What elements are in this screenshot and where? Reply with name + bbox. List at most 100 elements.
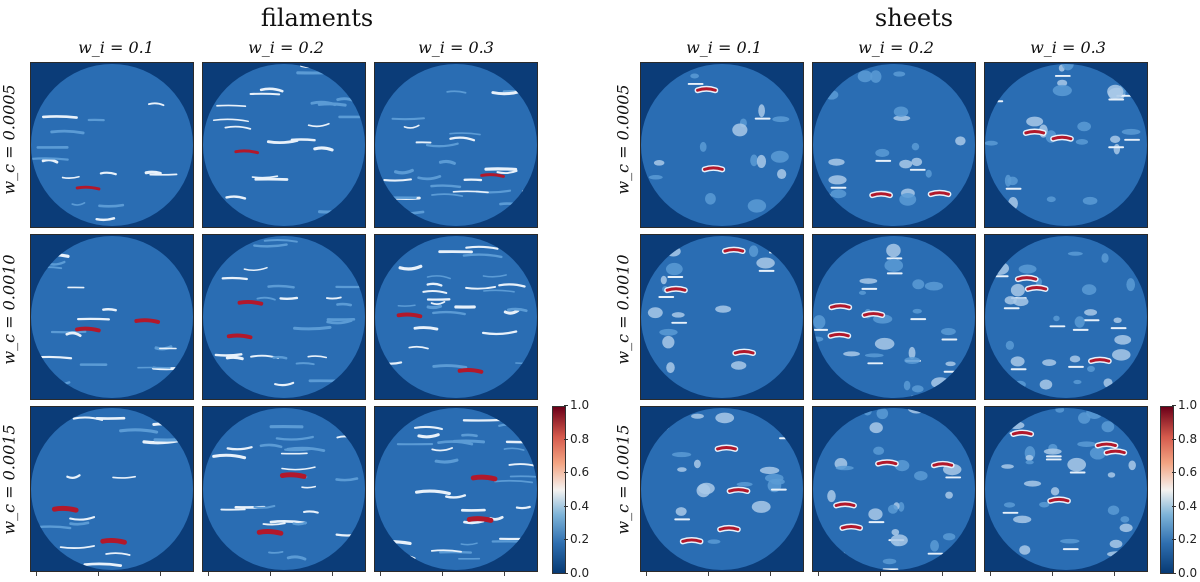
sheet-patch: [828, 175, 847, 185]
filament: [426, 304, 443, 310]
sheet-patch: [777, 168, 787, 180]
sheet-patch: [911, 385, 924, 393]
sheet-patch: [911, 157, 923, 167]
sheet-patch: [1074, 316, 1085, 328]
sheet-patch: [911, 142, 920, 151]
panel-sheets-r3-c2: [812, 406, 976, 572]
filament: [336, 302, 352, 307]
filament: [335, 477, 359, 482]
filament-peak: [237, 299, 264, 306]
sheet-patch: [748, 245, 759, 257]
sheet-patch: [908, 346, 916, 360]
filament: [281, 466, 316, 471]
col-label-sheets-1: w_i = 0.1: [686, 38, 762, 57]
filament: [417, 433, 440, 439]
sheet-patch: [899, 192, 917, 206]
panel-sheets-r3-c3: [984, 406, 1148, 572]
sheet-patch: [869, 422, 883, 434]
filament: [449, 132, 481, 136]
sheet-patch: [1026, 116, 1044, 127]
filament: [112, 475, 136, 479]
disk: [813, 408, 975, 570]
filament-peak: [100, 537, 127, 545]
x-tick: [990, 572, 991, 576]
sheet-patch: [827, 490, 836, 503]
sheet-patch: [675, 507, 687, 516]
sheet-patch: [747, 199, 767, 213]
filament: [432, 364, 468, 369]
disk: [641, 408, 803, 570]
sheet-patch: [648, 175, 663, 180]
filament: [164, 423, 183, 427]
filament: [225, 195, 247, 200]
sheet-patch: [1121, 421, 1139, 430]
filament: [31, 157, 69, 161]
sheet-patch: [1121, 128, 1141, 135]
filament: [317, 102, 347, 107]
sheet-patch: [1019, 545, 1031, 555]
sheet-peak: [1016, 276, 1038, 281]
sheet-patch: [1046, 196, 1056, 203]
sheet-patch: [758, 104, 766, 118]
filament: [268, 550, 284, 554]
filament: [225, 355, 244, 361]
filament: [413, 425, 443, 431]
sheet-patch: [1082, 196, 1098, 205]
sheet-patch: [1023, 480, 1042, 487]
filament: [430, 549, 462, 553]
panel-filaments-r3-c3: [374, 406, 538, 572]
colorbar-tick-label: 0.4: [1171, 498, 1198, 513]
filament: [293, 325, 332, 331]
filament: [438, 159, 456, 165]
sheet-peak: [1096, 442, 1117, 448]
sheet-patch: [659, 328, 678, 336]
filament: [50, 129, 85, 135]
sheet-peak: [718, 526, 740, 531]
sheet-patch: [705, 192, 716, 205]
disk: [813, 64, 975, 226]
x-tick: [98, 572, 99, 576]
disk: [203, 408, 365, 570]
filament: [408, 345, 429, 350]
panel-sheets-r1-c2: [812, 62, 976, 228]
sheet-patch: [750, 154, 758, 167]
sheet-patch: [665, 246, 681, 257]
density-map: [203, 408, 365, 570]
filament: [515, 361, 537, 365]
sheet-patch: [914, 471, 928, 481]
filament: [40, 236, 58, 240]
filament: [382, 361, 403, 365]
sheet-patch: [870, 70, 882, 83]
sheet-peak: [1026, 286, 1048, 291]
filament: [425, 142, 459, 148]
sheet-patch: [893, 115, 911, 121]
density-map: [31, 408, 193, 570]
filament: [515, 505, 531, 510]
panel-filaments-r1-c2: [202, 62, 366, 228]
sheet-patch: [730, 361, 747, 370]
sheet-patch: [1077, 121, 1092, 132]
sheet-patch: [912, 308, 922, 314]
colorbar-tick-label: 0.8: [563, 431, 590, 446]
sheet-patch: [756, 154, 767, 169]
filament: [465, 285, 497, 290]
filament: [449, 136, 476, 142]
sheet-peak: [862, 312, 884, 317]
sheet-patch: [1112, 211, 1124, 225]
sheet-patch: [886, 243, 901, 258]
filament: [253, 504, 276, 509]
sheet-patch: [990, 88, 999, 99]
sheet-patch: [1016, 236, 1027, 242]
sheet-patch: [996, 213, 1003, 221]
filament: [461, 433, 478, 438]
sheet-patch: [874, 337, 895, 350]
colorbar-tick-label: 1.0: [1171, 398, 1198, 412]
sheet-peak: [1048, 497, 1070, 503]
sheet-patch: [715, 305, 732, 313]
sheet-patch: [890, 534, 908, 547]
filament: [262, 522, 286, 526]
sheet-peak: [829, 332, 850, 338]
panel-filaments-r2-c3: [374, 234, 538, 400]
x-tick: [770, 572, 771, 576]
filament: [462, 418, 502, 422]
